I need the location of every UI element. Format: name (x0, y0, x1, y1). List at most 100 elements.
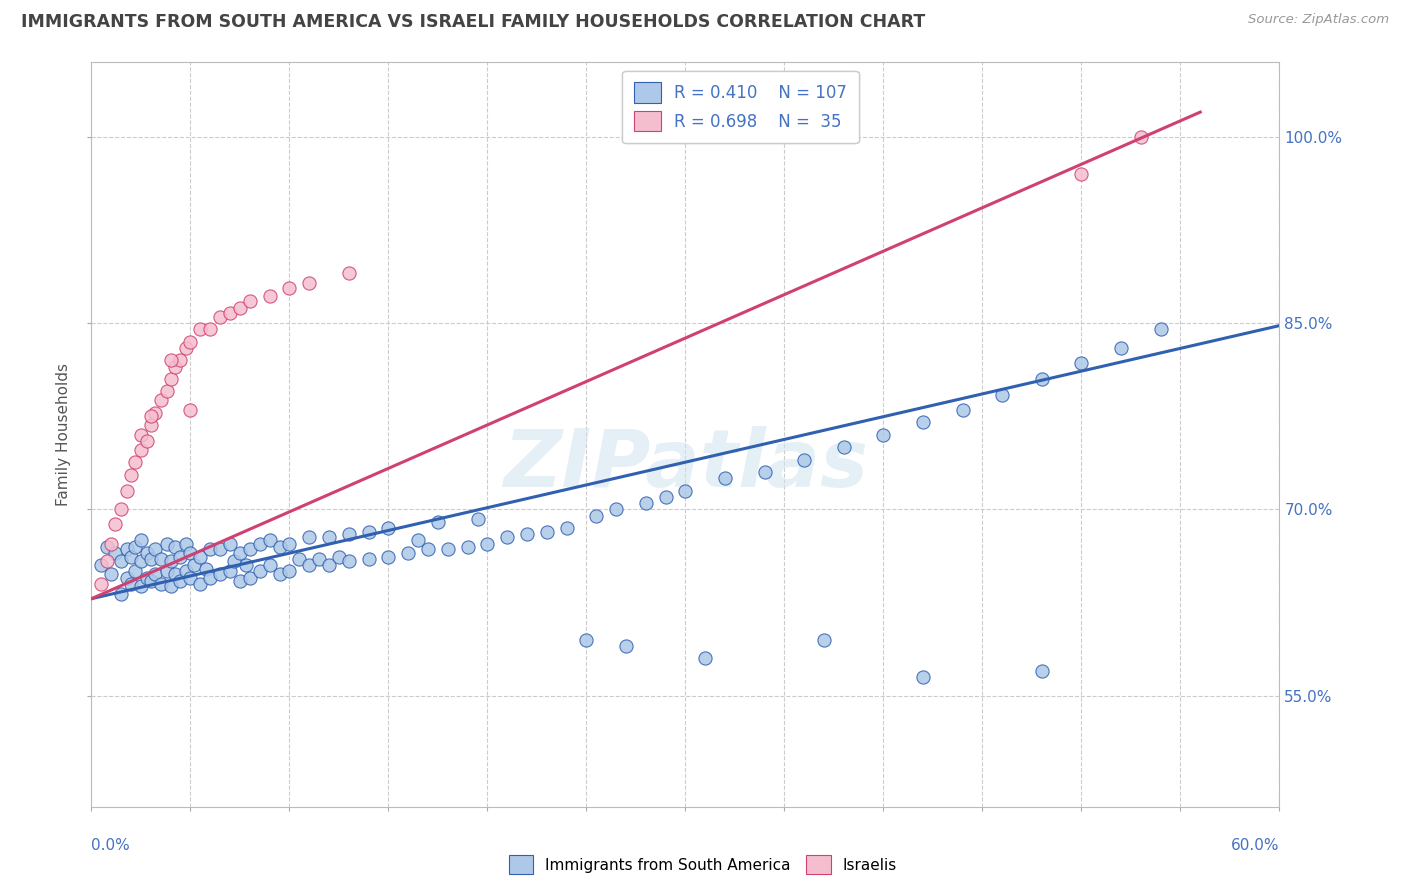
Point (110, 502, 132, 516)
Point (104, 546, 127, 560)
Point (120, 467, 142, 482)
Point (813, 632, 835, 647)
Point (149, 552, 172, 566)
Point (229, 546, 252, 560)
Point (219, 306, 242, 320)
Point (209, 566, 232, 581)
Point (139, 409, 162, 424)
Point (259, 558, 281, 573)
Point (120, 576, 142, 591)
Point (269, 566, 291, 581)
Point (115, 483, 138, 498)
Point (416, 542, 439, 557)
Point (337, 527, 360, 541)
Point (90, 558, 112, 573)
Point (991, 388, 1014, 402)
Point (135, 546, 157, 560)
Point (209, 542, 232, 557)
Point (496, 530, 519, 544)
Point (200, 542, 222, 557)
Point (337, 267, 360, 281)
Point (832, 440, 855, 454)
Text: Source: ZipAtlas.com: Source: ZipAtlas.com (1249, 13, 1389, 27)
Point (176, 341, 198, 355)
Text: 0.0%: 0.0% (91, 838, 131, 854)
Point (911, 416, 934, 430)
Y-axis label: Family Households: Family Households (56, 363, 72, 507)
Point (357, 524, 380, 539)
Text: IMMIGRANTS FROM SOUTH AMERICA VS ISRAELI FAMILY HOUSEHOLDS CORRELATION CHART: IMMIGRANTS FROM SOUTH AMERICA VS ISRAELI… (21, 13, 925, 31)
Point (169, 574, 191, 589)
Point (477, 537, 499, 551)
Point (143, 566, 166, 581)
Point (115, 542, 138, 557)
Point (911, 670, 934, 684)
Point (188, 549, 211, 564)
Point (714, 471, 737, 485)
Point (149, 393, 172, 408)
Point (614, 639, 637, 653)
Text: 60.0%: 60.0% (1232, 838, 1279, 854)
Point (163, 540, 186, 554)
Point (308, 552, 330, 566)
Point (318, 558, 340, 573)
Point (200, 322, 222, 336)
Point (96, 540, 118, 554)
Point (259, 289, 281, 303)
Point (179, 546, 201, 560)
Point (269, 540, 291, 554)
Point (536, 524, 558, 539)
Point (135, 434, 157, 448)
Point (124, 565, 146, 579)
Point (100, 537, 122, 551)
Text: ZIPatlas: ZIPatlas (503, 425, 868, 504)
Point (139, 552, 162, 566)
Point (129, 533, 152, 548)
Point (129, 554, 152, 568)
Point (219, 537, 242, 551)
Point (100, 566, 122, 581)
Point (159, 554, 181, 568)
Point (555, 521, 578, 535)
Point (239, 571, 262, 585)
Point (298, 558, 321, 573)
Point (222, 554, 245, 568)
Point (337, 554, 360, 568)
Point (278, 565, 301, 579)
Point (159, 372, 181, 386)
Point (328, 549, 350, 564)
Point (143, 542, 166, 557)
Point (156, 565, 179, 579)
Point (163, 566, 186, 581)
Point (110, 554, 132, 568)
Point (104, 517, 127, 532)
Point (793, 452, 815, 467)
Point (156, 384, 179, 399)
Point (229, 301, 252, 316)
Point (209, 310, 232, 324)
Point (1070, 356, 1092, 370)
Point (200, 571, 222, 585)
Point (754, 465, 776, 479)
Point (1109, 341, 1132, 355)
Point (406, 533, 429, 548)
Point (129, 428, 152, 442)
Point (1031, 664, 1053, 678)
Point (585, 508, 607, 523)
Point (249, 537, 271, 551)
Point (278, 281, 301, 295)
Point (139, 574, 162, 589)
Point (249, 565, 271, 579)
Point (1150, 322, 1173, 336)
Point (872, 428, 894, 442)
Point (169, 549, 191, 564)
Point (457, 540, 479, 554)
Point (318, 530, 340, 544)
Point (229, 574, 252, 589)
Legend: Immigrants from South America, Israelis: Immigrants from South America, Israelis (503, 849, 903, 880)
Point (634, 496, 657, 510)
Point (179, 571, 201, 585)
Point (259, 533, 281, 548)
Point (278, 537, 301, 551)
Point (1070, 167, 1092, 181)
